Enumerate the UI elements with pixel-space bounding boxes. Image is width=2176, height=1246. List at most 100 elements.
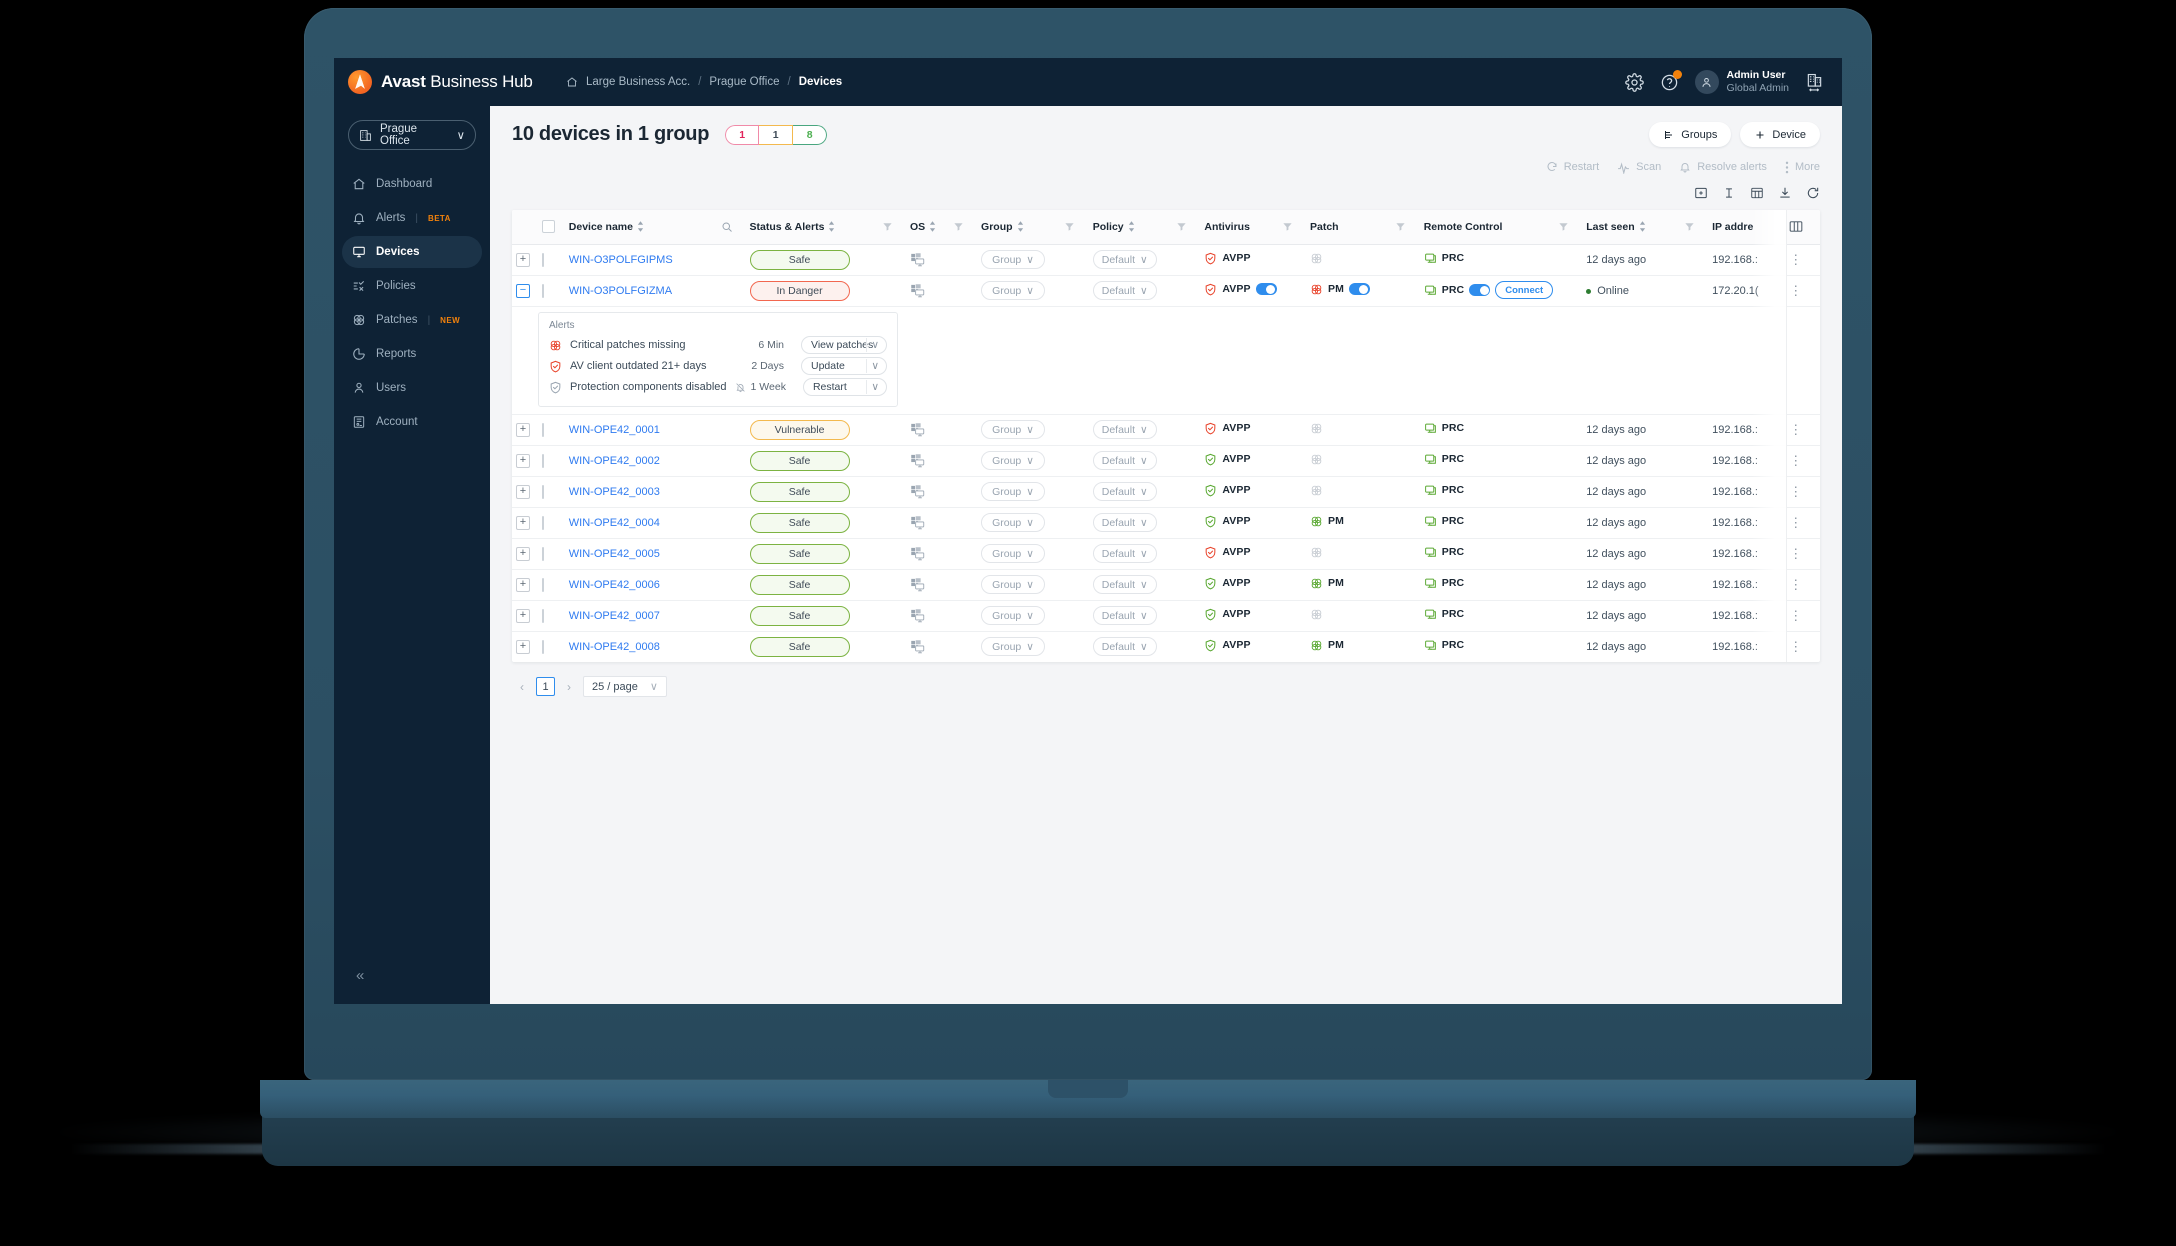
table-row[interactable]: + WIN-OPE42_0008 Safe Group ∨ Default ∨ AVPP PM P… [512, 631, 1820, 662]
th-os-filter[interactable] [948, 210, 978, 245]
row-kebab-menu[interactable]: ⋮ [1789, 514, 1803, 530]
th-select-all[interactable] [538, 210, 565, 245]
th-os[interactable]: OS [905, 210, 949, 245]
row-checkbox[interactable] [542, 484, 545, 499]
mini-select[interactable]: Default ∨ [1092, 544, 1157, 563]
sidebar-item-alerts[interactable]: Alerts | BETA [342, 202, 482, 234]
mini-select[interactable]: Default ∨ [1092, 513, 1157, 532]
table-row[interactable]: + WIN-OPE42_0007 Safe Group ∨ Default ∨ AVPP PRC… [512, 600, 1820, 632]
sort-icon[interactable] [1128, 221, 1135, 232]
alert-action-select[interactable]: Update ∨ [801, 357, 887, 375]
company-switch-icon[interactable] [1805, 73, 1824, 92]
mini-select[interactable]: Group ∨ [981, 637, 1046, 657]
cell-group[interactable]: Group ∨ [977, 244, 1061, 276]
row-checkbox[interactable] [542, 283, 545, 298]
row-kebab-menu[interactable]: ⋮ [1789, 483, 1803, 499]
sidebar-item-dashboard[interactable]: Dashboard [342, 168, 482, 200]
cell-checkbox[interactable] [538, 275, 565, 307]
th-columns-config[interactable] [1785, 210, 1820, 245]
breadcrumb-item-1[interactable]: Prague Office [709, 76, 780, 88]
cell-checkbox[interactable] [538, 507, 565, 539]
row-checkbox[interactable] [542, 577, 545, 592]
bulk-more-button[interactable]: More [1785, 161, 1820, 174]
device-name-link[interactable]: WIN-OPE42_0003 [568, 485, 660, 498]
mini-select[interactable]: Group ∨ [981, 513, 1046, 532]
cell-device-name[interactable]: WIN-O3POLFGIZMA [564, 275, 718, 307]
device-name-link[interactable]: WIN-OPE42_0006 [568, 578, 660, 591]
row-checkbox[interactable] [542, 639, 545, 654]
cell-group[interactable]: Group ∨ [977, 600, 1061, 632]
cell-group[interactable]: Group ∨ [977, 538, 1061, 570]
device-name-link[interactable]: WIN-OPE42_0007 [568, 609, 660, 622]
cell-checkbox[interactable] [538, 600, 565, 632]
connect-button[interactable]: Connect [1495, 281, 1554, 300]
row-expander[interactable]: + [516, 546, 530, 561]
row-kebab-menu[interactable]: ⋮ [1789, 607, 1803, 623]
cell-row-menu[interactable]: ⋮ [1785, 569, 1820, 601]
cell-expand[interactable]: + [512, 600, 539, 632]
device-name-link[interactable]: WIN-OPE42_0001 [568, 423, 660, 436]
sidebar-item-users[interactable]: Users [342, 372, 482, 404]
filter-icon[interactable] [1064, 221, 1084, 232]
density-icon[interactable] [1750, 186, 1764, 200]
device-name-link[interactable]: WIN-O3POLFGIZMA [568, 284, 673, 297]
breadcrumb-item-0[interactable]: Large Business Acc. [586, 76, 691, 88]
filter-icon[interactable] [1176, 221, 1196, 232]
device-name-link[interactable]: WIN-OPE42_0002 [568, 454, 660, 467]
cell-device-name[interactable]: WIN-OPE42_0001 [564, 414, 718, 446]
mini-select[interactable]: Group ∨ [981, 482, 1046, 501]
cell-expand[interactable]: + [512, 538, 539, 570]
columns-icon[interactable] [1789, 220, 1816, 233]
office-selector[interactable]: Prague Office ∨ [348, 120, 476, 150]
breadcrumb-item-2[interactable]: Devices [798, 76, 843, 88]
bulk-resolve-alerts-button[interactable]: Resolve alerts [1679, 161, 1767, 173]
device-name-link[interactable]: WIN-OPE42_0005 [568, 547, 660, 560]
th-patch-filter[interactable] [1391, 210, 1420, 245]
th-group[interactable]: Group [977, 210, 1061, 245]
sidebar-item-reports[interactable]: Reports [342, 338, 482, 370]
cell-row-menu[interactable]: ⋮ [1785, 275, 1820, 307]
refresh-icon[interactable] [1806, 186, 1820, 200]
cell-group[interactable]: Group ∨ [977, 631, 1060, 662]
cell-group[interactable]: Group ∨ [977, 507, 1061, 539]
device-name-link[interactable]: WIN-OPE42_0008 [568, 640, 660, 653]
row-kebab-menu[interactable]: ⋮ [1789, 638, 1803, 654]
mini-select[interactable]: Group ∨ [981, 575, 1046, 594]
groups-button[interactable]: Groups [1649, 122, 1732, 147]
cell-policy[interactable]: Default ∨ [1088, 507, 1172, 539]
cell-device-name[interactable]: WIN-O3POLFGIPMS [564, 244, 718, 276]
cell-expand[interactable]: + [512, 476, 539, 508]
th-device-name[interactable]: Device name [564, 210, 718, 245]
row-checkbox[interactable] [542, 422, 545, 437]
cell-policy[interactable]: Default ∨ [1088, 600, 1172, 632]
cell-group[interactable]: Group ∨ [977, 414, 1061, 446]
row-checkbox[interactable] [542, 515, 545, 530]
table-row[interactable]: + WIN-OPE42_0006 Safe Group ∨ Default ∨ AVPP PM P… [512, 569, 1820, 601]
sort-icon[interactable] [828, 221, 835, 232]
mini-select[interactable]: Default ∨ [1092, 637, 1157, 657]
page-size-select[interactable]: 25 / page ∨ [583, 676, 667, 697]
th-group-filter[interactable] [1060, 210, 1089, 245]
cell-policy[interactable]: Default ∨ [1088, 445, 1172, 477]
cell-row-menu[interactable]: ⋮ [1785, 445, 1820, 477]
cell-device-name[interactable]: WIN-OPE42_0007 [564, 600, 718, 632]
cell-policy[interactable]: Default ∨ [1089, 631, 1172, 662]
row-kebab-menu[interactable]: ⋮ [1789, 545, 1803, 561]
cell-expand[interactable]: + [512, 631, 538, 662]
cell-device-name[interactable]: WIN-OPE42_0003 [564, 476, 718, 508]
row-checkbox[interactable] [542, 453, 545, 468]
filter-icon[interactable] [1395, 221, 1415, 232]
sort-icon[interactable] [637, 221, 644, 232]
search-icon[interactable] [721, 221, 741, 233]
gear-icon[interactable] [1624, 72, 1644, 92]
cell-expand[interactable]: − [512, 275, 539, 307]
cell-row-menu[interactable]: ⋮ [1785, 507, 1820, 539]
cell-row-menu[interactable]: ⋮ [1785, 244, 1820, 276]
th-remote-control-filter[interactable] [1553, 210, 1583, 245]
sidebar-collapse-button[interactable]: « [356, 967, 365, 984]
cell-policy[interactable]: Default ∨ [1088, 476, 1172, 508]
count-danger[interactable]: 1 [725, 124, 760, 145]
filter-icon[interactable] [953, 221, 973, 232]
cell-group[interactable]: Group ∨ [977, 275, 1061, 307]
filter-icon[interactable] [1684, 221, 1704, 232]
